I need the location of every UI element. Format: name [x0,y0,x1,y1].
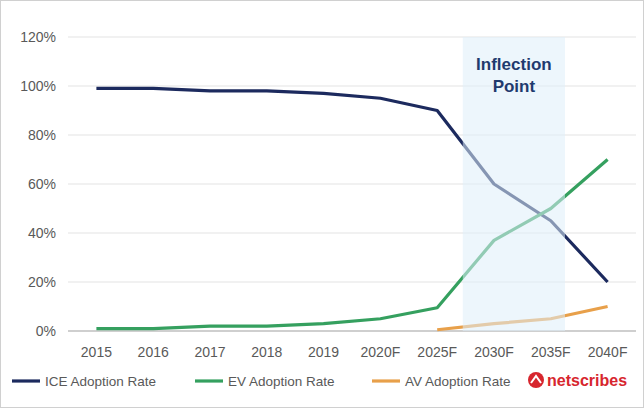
brand-text: netscribes [547,372,627,389]
x-tick-label: 2020F [361,344,401,360]
brand-icon-mark [531,376,541,383]
y-tick-label: 20% [28,274,56,290]
x-tick-label: 2017 [194,344,225,360]
legend-label: AV Adoption Rate [405,374,511,389]
legend-swatch [195,379,223,382]
brand-icon [528,372,544,388]
legend-label: ICE Adoption Rate [45,374,156,389]
x-tick-label: 2019 [308,344,339,360]
annotation-text: InflectionPoint [476,55,552,96]
x-tick-label: 2040F [588,344,628,360]
x-tick-label: 2030F [474,344,514,360]
y-tick-label: 80% [28,127,56,143]
chart: 0% 20% 40% 60% 80% 100% 120% 2015 2016 2017 2018 20… [0,0,644,408]
legend-swatch [12,379,40,382]
annotation-band [463,37,565,331]
legend-swatch [372,379,400,382]
x-tick-label: 2025F [417,344,457,360]
y-tick-label: 100% [20,78,56,94]
y-tick-label: 120% [20,29,56,45]
legend-label: EV Adoption Rate [228,374,335,389]
y-tick-label: 60% [28,176,56,192]
x-tick-label: 2035F [531,344,571,360]
x-tick-label: 2015 [81,344,112,360]
x-tick-label: 2016 [138,344,169,360]
x-tick-label: 2018 [251,344,282,360]
chart-border [1,1,644,408]
y-tick-label: 0% [36,323,56,339]
y-tick-label: 40% [28,225,56,241]
